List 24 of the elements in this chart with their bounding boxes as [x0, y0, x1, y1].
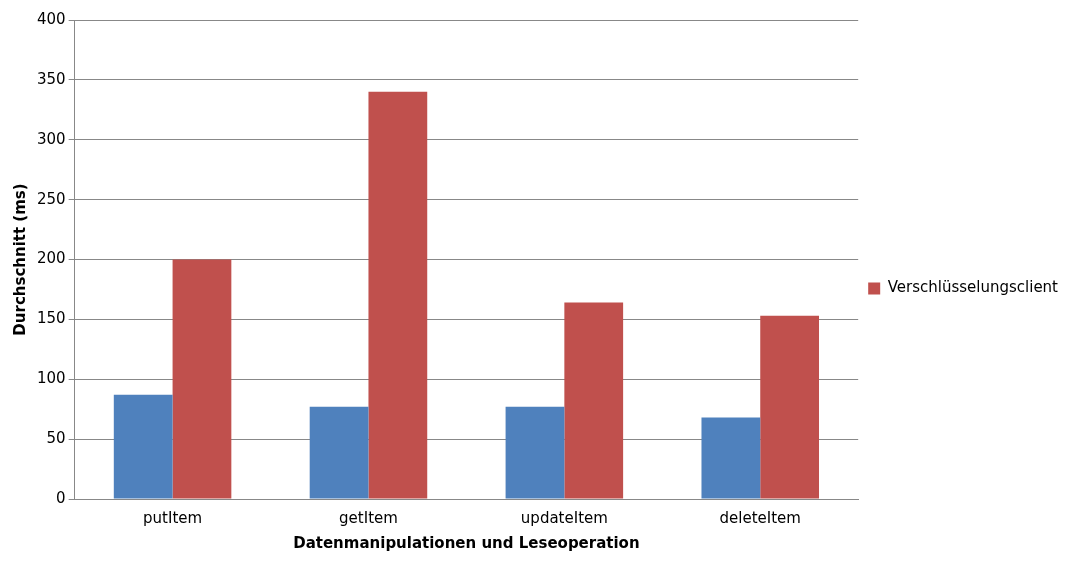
y-tick-label: 0: [56, 488, 66, 507]
bar: [760, 315, 820, 499]
x-tick-label: getItem: [339, 508, 398, 527]
y-tick-label: 400: [36, 9, 66, 28]
y-tick-label: 100: [36, 369, 66, 388]
bar: [113, 394, 173, 499]
bar: [564, 302, 624, 499]
bar: [701, 417, 761, 499]
y-tick-label: 300: [36, 129, 66, 148]
y-axis-title: Durchschnitt (ms): [10, 183, 29, 336]
bar: [368, 91, 428, 499]
bar: [309, 406, 369, 499]
x-axis-title: Datenmanipulationen und Leseoperation: [293, 533, 640, 552]
x-tick-label: deleteItem: [719, 508, 801, 527]
y-tick-label: 250: [36, 189, 66, 208]
x-tick-label: updateItem: [520, 508, 608, 527]
legend-label: Verschlüsselungsclient: [887, 278, 1059, 297]
y-tick-label: 50: [46, 429, 66, 448]
y-tick-label: 200: [36, 249, 66, 268]
y-tick-label: 350: [36, 69, 66, 88]
y-tick-label: 150: [36, 309, 66, 328]
bar: [505, 406, 565, 499]
x-tick-label: putItem: [143, 508, 203, 527]
bar: [172, 259, 232, 499]
